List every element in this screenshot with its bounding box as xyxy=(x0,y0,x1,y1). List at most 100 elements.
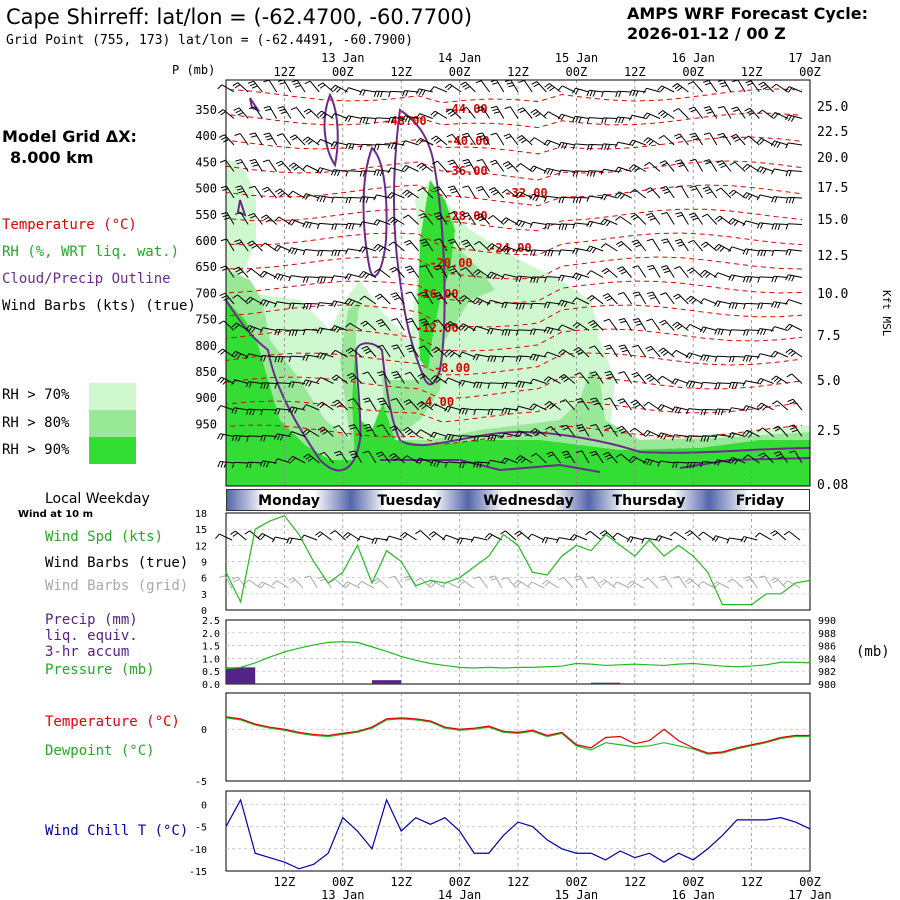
surface-wind-barb xyxy=(442,534,460,541)
wind-barb xyxy=(589,450,604,464)
wind-barb xyxy=(387,216,405,225)
pressure-tick: 990 xyxy=(818,616,836,627)
wind-barb xyxy=(770,168,788,175)
pressure-line xyxy=(225,641,811,670)
surface-wind-barb xyxy=(655,535,673,542)
wind-barb xyxy=(785,223,803,230)
rh90-region xyxy=(226,300,810,486)
wind-barb xyxy=(771,275,788,283)
rh90-region xyxy=(356,300,384,430)
bottom-time-tick: 12Z xyxy=(741,875,763,889)
wind-barb xyxy=(660,292,675,305)
wind-barb xyxy=(557,141,575,150)
wind-barb xyxy=(401,164,419,172)
wind-barb xyxy=(234,133,249,146)
wind-barb xyxy=(231,350,249,359)
wind-chill-tick: -15 xyxy=(189,867,207,878)
wind-barb xyxy=(419,264,434,278)
wind-chill-tick: 0 xyxy=(201,800,207,811)
wind-barb xyxy=(362,423,377,437)
wind-barb xyxy=(317,426,334,437)
top-time-tick: 00Z xyxy=(799,65,821,79)
wind-barb xyxy=(515,247,533,254)
wind-speed-tick: 18 xyxy=(195,509,207,520)
wind-barb xyxy=(730,133,746,146)
wind-barb xyxy=(373,90,391,98)
wind-barb xyxy=(618,318,633,331)
wind-barb xyxy=(675,185,689,199)
temperature-tick: 0 xyxy=(201,725,207,736)
wind-barb xyxy=(785,348,803,358)
wind-barb xyxy=(729,161,746,172)
wind-barb xyxy=(403,239,419,252)
wind-barb xyxy=(717,132,732,146)
grid-wind-barb xyxy=(219,575,233,589)
wind-barb xyxy=(489,159,505,172)
grid-wind-barb xyxy=(357,580,375,589)
wind-barb xyxy=(590,423,604,437)
wind-barb xyxy=(417,187,434,199)
wind-barb xyxy=(461,107,476,119)
wind-barb xyxy=(660,185,675,199)
wind-barb xyxy=(302,164,320,172)
wind-barb xyxy=(273,244,292,252)
temperature-tick: -5 xyxy=(195,777,207,788)
wind-barb xyxy=(784,299,803,305)
wind-barb xyxy=(773,451,789,464)
wind-barb xyxy=(630,399,647,411)
cloud-outline xyxy=(393,108,446,386)
grid-wind-barb xyxy=(388,575,403,589)
wind-barb xyxy=(501,217,519,225)
grid-wind-barb xyxy=(415,577,432,589)
wind-barb xyxy=(487,382,504,389)
legend-rh80-swatch xyxy=(89,410,136,437)
temperature-contour-label: -8.00 xyxy=(434,361,470,375)
wind-barb xyxy=(558,249,575,256)
wind-barb xyxy=(757,276,774,283)
day-tuesday: Tuesday xyxy=(351,490,468,510)
wind-barb xyxy=(234,239,249,252)
height-tick-label: 10.0 xyxy=(817,287,848,302)
wind-barb xyxy=(275,160,292,172)
wind-barb xyxy=(703,106,718,119)
wind-barb xyxy=(575,424,590,437)
wind-barb xyxy=(728,329,746,336)
wind-barb xyxy=(785,248,803,256)
local-weekday-label: Local Weekday xyxy=(45,491,150,507)
wind-barb xyxy=(714,355,732,362)
wind-barb xyxy=(770,112,789,119)
wind-barb xyxy=(459,461,476,469)
wind-barb xyxy=(391,318,405,331)
wind-barb xyxy=(558,374,576,384)
pressure-tick: 980 xyxy=(818,680,836,691)
wind-barb xyxy=(572,170,590,177)
legend-temperature: Temperature (°C) xyxy=(2,217,137,233)
wind-barb xyxy=(418,345,434,358)
temperature-contour xyxy=(225,256,803,280)
wind-barb xyxy=(657,110,675,119)
wind-barb xyxy=(700,241,718,252)
wind-barb xyxy=(360,320,377,331)
wind-barb xyxy=(632,265,647,278)
temperature-contour xyxy=(225,208,803,232)
wind-barb xyxy=(248,185,263,199)
wind-barb xyxy=(302,193,320,200)
bottom-time-tick: 00Z xyxy=(332,875,354,889)
wind-barb xyxy=(260,382,277,389)
wind-barb xyxy=(317,249,334,257)
wind-barb xyxy=(544,276,561,283)
wind-barb xyxy=(288,406,306,414)
wind-barb xyxy=(756,137,774,146)
wind-barb xyxy=(661,212,675,225)
legend-liq-equiv: liq. equiv. xyxy=(45,628,138,644)
wind-barb xyxy=(447,159,462,172)
top-date-label: 17 Jan xyxy=(788,51,831,65)
surface-wind-barb xyxy=(585,530,602,541)
wind-barb xyxy=(302,221,320,229)
top-date-label: 14 Jan xyxy=(438,51,481,65)
wind-barb xyxy=(389,266,405,278)
grid-wind-barb xyxy=(488,575,503,589)
wind-barb xyxy=(274,382,291,389)
wind-barb xyxy=(316,195,334,203)
wind-barb xyxy=(220,265,235,278)
